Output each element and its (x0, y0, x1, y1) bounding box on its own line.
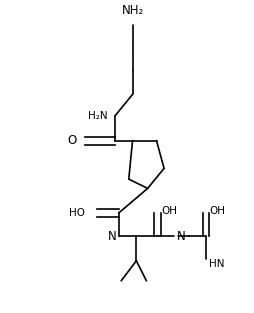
Text: O: O (68, 134, 77, 147)
Text: H₂N: H₂N (87, 111, 107, 121)
Text: OH: OH (209, 207, 225, 217)
Text: OH: OH (161, 207, 177, 217)
Text: HN: HN (209, 259, 224, 269)
Text: N: N (176, 230, 185, 243)
Text: N: N (107, 230, 116, 243)
Text: NH₂: NH₂ (121, 4, 143, 18)
Text: HO: HO (68, 208, 84, 218)
